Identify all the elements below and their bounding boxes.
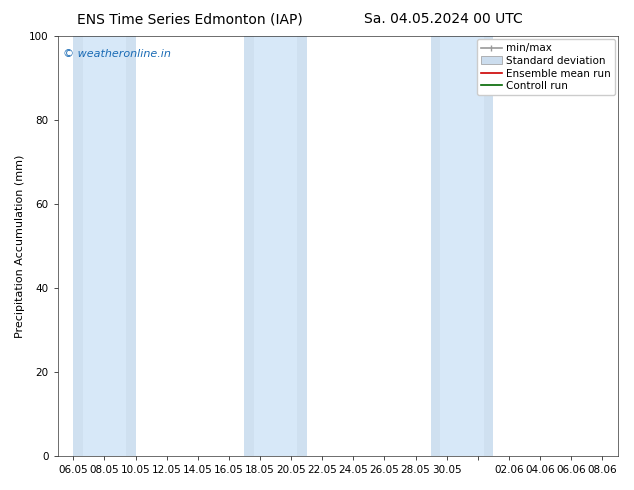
Text: Sa. 04.05.2024 00 UTC: Sa. 04.05.2024 00 UTC [365,12,523,26]
Text: ENS Time Series Edmonton (IAP): ENS Time Series Edmonton (IAP) [77,12,303,26]
Bar [441,36,484,456]
Text: © weatheronline.in: © weatheronline.in [63,49,171,59]
Bar [627,36,634,456]
Bar [431,36,493,456]
Bar [82,36,126,456]
Bar [74,36,136,456]
Bar [245,36,307,456]
Legend: min/max, Standard deviation, Ensemble mean run, Controll run: min/max, Standard deviation, Ensemble me… [477,39,615,96]
Bar [254,36,297,456]
Bar [618,36,634,456]
Y-axis label: Precipitation Accumulation (mm): Precipitation Accumulation (mm) [15,154,25,338]
